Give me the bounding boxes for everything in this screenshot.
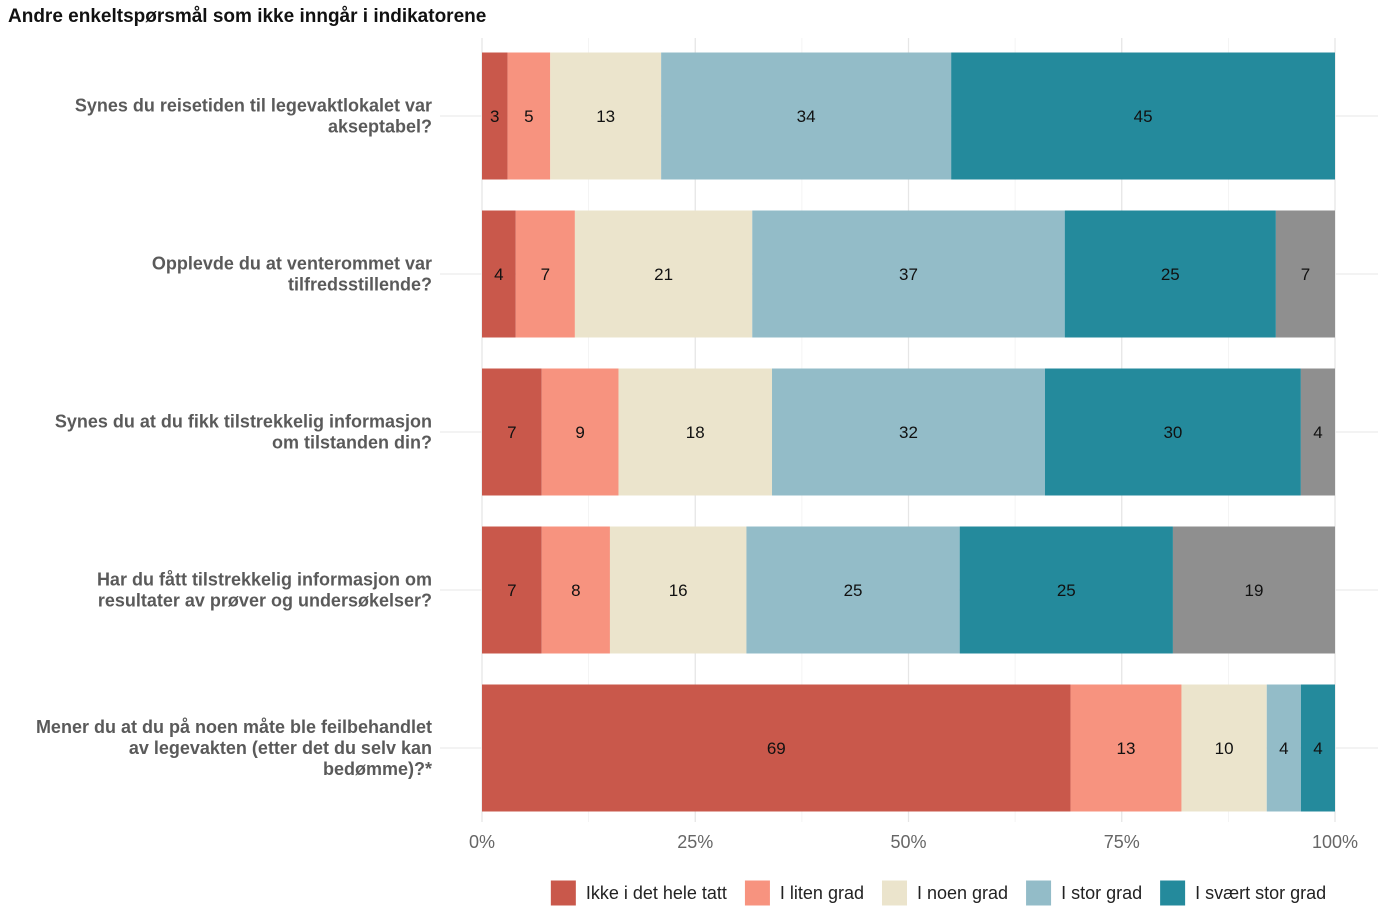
bar-value-label: 10 — [1215, 739, 1234, 758]
chart-title: Andre enkeltspørsmål som ikke inngår i i… — [8, 6, 487, 27]
bar-value-label: 7 — [1301, 265, 1310, 284]
legend: Ikke i det hele tatt I liten grad I noen g… — [550, 880, 1326, 906]
bar-segment — [1044, 368, 1301, 496]
legend-key — [744, 880, 770, 906]
legend-label: I noen grad — [917, 883, 1008, 903]
category-labels: 3 5 13 34 45 Synes du reisetiden til legevakt… — [36, 96, 1323, 780]
bar-value-label: 8 — [571, 581, 580, 600]
bar-value-label: 19 — [1245, 581, 1264, 600]
category-label: om tilstanden din? — [272, 433, 432, 453]
bar-value-label: 5 — [524, 107, 533, 126]
bar-segment — [1172, 526, 1335, 654]
bar-value-label: 7 — [541, 265, 550, 284]
bars — [482, 52, 1335, 812]
bar-segment — [1266, 684, 1301, 812]
bar-segment — [482, 368, 542, 496]
bar-value-label: 21 — [654, 265, 673, 284]
bar-value-label: 25 — [844, 581, 863, 600]
bar-segment — [1181, 684, 1267, 812]
bar-value-label: 4 — [1279, 739, 1288, 758]
bar-segment — [1300, 368, 1335, 496]
category-label: bedømme)?* — [323, 759, 432, 779]
bar-segment — [482, 52, 508, 180]
bar-value-label: 4 — [1313, 423, 1322, 442]
category-label: av legevakten (etter det du selv kan — [129, 738, 432, 758]
bar-segment — [550, 52, 662, 180]
x-tick-label: 100% — [1312, 832, 1358, 852]
bar-segment — [752, 210, 1065, 338]
legend-key — [881, 880, 907, 906]
category-label: Mener du at du på noen måte ble feilbeha… — [36, 717, 432, 737]
category-label: resultater av prøver og undersøkelser? — [98, 591, 432, 611]
bar-value-label: 13 — [1117, 739, 1136, 758]
bar-segment — [1070, 684, 1182, 812]
bar-segment — [746, 526, 960, 654]
category-label: akseptabel? — [328, 117, 432, 137]
bar-value-label: 37 — [899, 265, 918, 284]
bar-value-label: 7 — [507, 423, 516, 442]
bar-segment — [482, 210, 516, 338]
bar-segment — [541, 368, 619, 496]
bar-value-label: 30 — [1163, 423, 1182, 442]
bar-value-label: 25 — [1161, 265, 1180, 284]
bar-value-label: 69 — [767, 739, 786, 758]
x-tick-label: 25% — [677, 832, 713, 852]
bar-segment — [482, 526, 542, 654]
legend-key — [1160, 880, 1186, 906]
bar-segment — [618, 368, 773, 496]
bar-segment — [959, 526, 1173, 654]
category-label: Opplevde du at venterommet var — [152, 254, 432, 274]
bar-value-label: 4 — [494, 265, 503, 284]
bar-segment — [1300, 684, 1335, 812]
legend-key — [1026, 880, 1052, 906]
bar-segment — [1275, 210, 1335, 338]
x-axis-ticks: 0% 25% 50% 75% 100% — [469, 832, 1358, 852]
bar-segment — [574, 210, 753, 338]
legend-label: Ikke i det hele tatt — [586, 883, 727, 903]
x-tick-label: 75% — [1104, 832, 1140, 852]
bar-segment — [609, 526, 747, 654]
legend-label: I svært stor grad — [1195, 883, 1326, 903]
x-tick-label: 50% — [890, 832, 926, 852]
bar-value-label: 13 — [596, 107, 615, 126]
bar-value-label: 16 — [669, 581, 688, 600]
bar-value-label: 7 — [507, 581, 516, 600]
bar-segment — [541, 526, 610, 654]
bar-value-label: 3 — [490, 107, 499, 126]
bar-segment — [951, 52, 1335, 180]
bar-segment — [772, 368, 1045, 496]
x-tick-label: 0% — [469, 832, 495, 852]
bar-segment — [1064, 210, 1276, 338]
legend-label: I liten grad — [780, 883, 864, 903]
bar-segment — [515, 210, 575, 338]
bar-segment — [507, 52, 551, 180]
legend-label: I stor grad — [1061, 883, 1142, 903]
bar-value-label: 45 — [1134, 107, 1153, 126]
category-label: tilfredsstillende? — [288, 275, 432, 295]
bar-value-label: 32 — [899, 423, 918, 442]
bar-segment — [482, 684, 1071, 812]
bar-value-label: 4 — [1313, 739, 1322, 758]
category-label: Synes du at du fikk tilstrekkelig inform… — [55, 412, 432, 432]
bar-segment — [661, 52, 952, 180]
bar-value-label: 34 — [797, 107, 816, 126]
category-label: Har du fått tilstrekkelig informasjon om — [97, 570, 432, 590]
category-label: Synes du reisetiden til legevaktlokalet … — [75, 96, 432, 116]
legend-key — [550, 880, 576, 906]
bar-value-label: 9 — [575, 423, 584, 442]
bar-value-label: 18 — [686, 423, 705, 442]
bar-value-label: 25 — [1057, 581, 1076, 600]
